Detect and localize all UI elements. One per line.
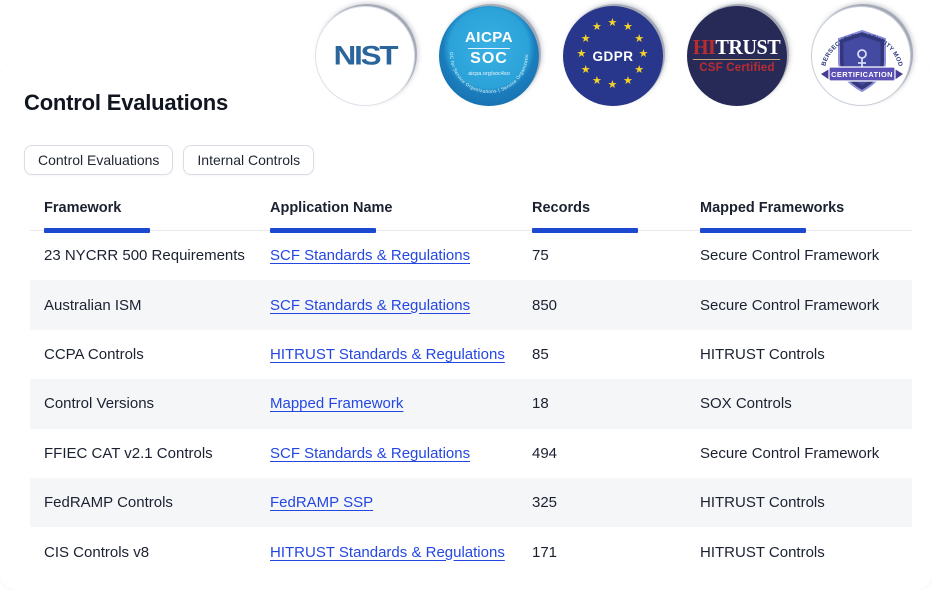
cmmc-emblem: CYBERSECURITY MATURITY MODEL CERTIFICATI… <box>812 7 904 93</box>
star-icon: ★ <box>580 63 591 76</box>
gdpr-badge-icon: ★ ★ ★ ★ ★ ★ ★ ★ ★ ★ ★ ★ GDPR <box>563 6 663 106</box>
column-header-framework[interactable]: Framework <box>30 185 270 233</box>
aicpa-label: AICPA <box>464 29 514 46</box>
table-row: 23 NYCRR 500 Requirements SCF Standards … <box>30 231 912 280</box>
application-link[interactable]: SCF Standards & Regulations <box>270 296 471 314</box>
application-link[interactable]: HITRUST Standards & Regulations <box>270 345 505 363</box>
table-row: FedRAMP Controls FedRAMP SSP 325 HITRUST… <box>30 477 912 528</box>
svg-text:CERTIFICATION: CERTIFICATION <box>831 70 893 79</box>
records-cell: 494 <box>532 444 558 462</box>
nist-logo-text: NIST <box>333 40 399 71</box>
application-link[interactable]: FedRAMP SSP <box>270 494 374 512</box>
table-row: Australian ISM SCF Standards & Regulatio… <box>30 280 912 330</box>
hitrust-badge-icon: HITRUST CSF Certified <box>687 6 787 106</box>
mapped-frameworks-cell: Secure Control Framework <box>700 247 880 265</box>
svg-text:SOC for Service Organizations: SOC for Service Organizations | Service … <box>439 6 529 94</box>
mapped-frameworks-cell: Secure Control Framework <box>700 444 880 462</box>
star-icon: ★ <box>607 79 618 91</box>
table-body: 23 NYCRR 500 Requirements SCF Standards … <box>30 231 912 577</box>
column-active-bar <box>44 228 150 233</box>
table-row: CIS Controls v8 HITRUST Standards & Regu… <box>30 527 912 576</box>
application-name-cell: HITRUST Standards & Regulations <box>270 544 532 561</box>
mapped-frameworks-cell: HITRUST Controls <box>700 494 825 512</box>
table-row: Control Versions Mapped Framework 18 SOX… <box>30 379 912 429</box>
application-name-cell: HITRUST Standards & Regulations <box>270 346 532 363</box>
aicpa-divider <box>468 48 510 49</box>
application-link[interactable]: SCF Standards & Regulations <box>270 444 471 462</box>
framework-cell: FFIEC CAT v2.1 Controls <box>44 444 213 462</box>
tab-internal-controls[interactable]: Internal Controls <box>183 145 315 175</box>
framework-cell: CCPA Controls <box>44 345 144 363</box>
cmmc-badge-icon: CYBERSECURITY MATURITY MODEL CERTIFICATI… <box>811 6 911 106</box>
column-header-records[interactable]: Records <box>532 185 700 233</box>
control-evaluations-table: Framework Application Name Records Mappe… <box>30 185 912 577</box>
star-icon: ★ <box>623 74 633 87</box>
column-header-application-name[interactable]: Application Name <box>270 185 532 233</box>
star-icon: ★ <box>634 63 645 76</box>
column-active-bar <box>270 228 376 233</box>
mapped-frameworks-cell: HITRUST Controls <box>700 345 825 363</box>
aicpa-soc-badge-icon: SOC for Service Organizations | Service … <box>439 6 539 106</box>
column-active-bar <box>532 228 638 233</box>
application-link[interactable]: SCF Standards & Regulations <box>270 247 471 265</box>
framework-cell: 23 NYCRR 500 Requirements <box>44 247 245 265</box>
application-name-cell: SCF Standards & Regulations <box>270 247 532 264</box>
application-link[interactable]: Mapped Framework <box>270 395 404 413</box>
application-name-cell: SCF Standards & Regulations <box>270 297 532 314</box>
application-link[interactable]: HITRUST Standards & Regulations <box>270 543 505 561</box>
records-cell: 325 <box>532 494 558 512</box>
tab-bar: Control Evaluations Internal Controls <box>24 145 315 175</box>
framework-cell: Australian ISM <box>44 296 142 314</box>
framework-cell: FedRAMP Controls <box>44 494 173 512</box>
gdpr-label: GDPR <box>592 48 634 64</box>
certification-badges-row: NIST SOC for Service Organizations | Ser… <box>315 6 911 106</box>
mapped-frameworks-cell: HITRUST Controls <box>700 543 825 561</box>
aicpa-ring-text: SOC for Service Organizations | Service … <box>439 6 529 94</box>
records-cell: 850 <box>532 296 558 314</box>
star-icon: ★ <box>623 21 633 34</box>
star-icon: ★ <box>592 21 602 34</box>
table-row: FFIEC CAT v2.1 Controls SCF Standards & … <box>30 429 912 478</box>
star-icon: ★ <box>607 17 618 29</box>
records-cell: 75 <box>532 247 549 265</box>
star-icon: ★ <box>634 32 645 45</box>
page-title: Control Evaluations <box>24 90 228 115</box>
framework-cell: CIS Controls v8 <box>44 543 150 561</box>
mapped-frameworks-cell: Secure Control Framework <box>700 296 880 314</box>
column-active-bar <box>700 228 806 233</box>
application-name-cell: FedRAMP SSP <box>270 494 532 511</box>
main-card: Control Evaluations Control Evaluations … <box>0 62 932 590</box>
records-cell: 18 <box>532 395 549 413</box>
application-name-cell: SCF Standards & Regulations <box>270 445 532 462</box>
nist-badge-icon: NIST <box>315 6 415 106</box>
star-icon: ★ <box>576 48 587 60</box>
aicpa-url-text: aicpa.org/soc4so <box>468 71 510 77</box>
star-icon: ★ <box>580 32 591 45</box>
table-header-row: Framework Application Name Records Mappe… <box>30 185 912 233</box>
soc-label: SOC <box>470 50 508 67</box>
star-icon: ★ <box>592 74 602 87</box>
star-icon: ★ <box>638 48 649 60</box>
tab-control-evaluations[interactable]: Control Evaluations <box>24 145 174 175</box>
csf-certified-label: CSF Certified <box>699 62 775 75</box>
framework-cell: Control Versions <box>44 395 155 413</box>
records-cell: 85 <box>532 345 549 363</box>
hitrust-logo-text: HITRUST <box>693 34 781 61</box>
application-name-cell: Mapped Framework <box>270 395 532 412</box>
records-cell: 171 <box>532 543 558 561</box>
mapped-frameworks-cell: SOX Controls <box>700 395 792 413</box>
column-header-mapped-frameworks[interactable]: Mapped Frameworks <box>700 185 912 233</box>
table-row: CCPA Controls HITRUST Standards & Regula… <box>30 330 912 379</box>
